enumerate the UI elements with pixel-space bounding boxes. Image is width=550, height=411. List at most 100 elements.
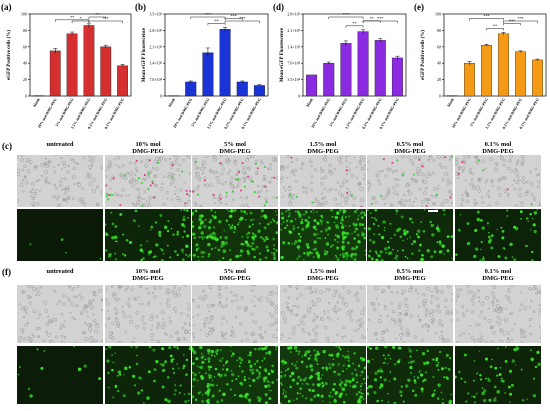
cell (407, 155, 412, 159)
cell (492, 308, 497, 312)
cell (110, 285, 114, 288)
cell (87, 164, 92, 169)
fluorescent-cell (255, 369, 259, 372)
fluorescent-cell (270, 251, 273, 254)
cell (424, 186, 428, 190)
cell (347, 168, 351, 173)
cell (221, 323, 224, 326)
cell (68, 286, 72, 289)
overlay-dot (186, 193, 189, 196)
fluorescent-cell (397, 346, 401, 350)
overlay-dot (412, 173, 415, 176)
fluorescent-cell (119, 373, 122, 376)
fluorescent-cell (498, 372, 502, 377)
cell (322, 169, 325, 172)
cell (115, 323, 120, 329)
cell (225, 202, 228, 206)
cell (505, 307, 507, 310)
cell (441, 324, 444, 327)
overlay-dot (204, 179, 206, 182)
fluorescent-cell (400, 215, 404, 219)
fluorescent-cell (291, 363, 294, 365)
cell (455, 285, 457, 287)
cell (288, 185, 291, 188)
cell (510, 311, 514, 315)
fluorescent-cell (345, 393, 348, 396)
fluorescent-cell (339, 379, 342, 381)
cell (276, 336, 278, 339)
brightfield-image (17, 155, 103, 207)
cell (221, 167, 225, 171)
cell (358, 160, 362, 164)
cell (139, 302, 142, 305)
cell (528, 306, 532, 309)
cell (344, 302, 349, 307)
fluorescent-cell (228, 258, 232, 261)
fluorescent-cell (246, 249, 250, 253)
cell (385, 167, 390, 172)
fluorescent-cell (328, 366, 332, 370)
fluorescent-cell (403, 229, 407, 233)
cell (310, 164, 313, 168)
fluorescent-cell (258, 371, 261, 374)
cell (275, 291, 278, 295)
fluorescent-cell (192, 371, 195, 374)
significance-bracket (88, 16, 106, 19)
fluorescent-cell (379, 376, 382, 379)
cell (288, 201, 293, 206)
cell (310, 339, 314, 343)
cell (504, 294, 508, 298)
fluorescent-cell (376, 399, 379, 403)
cell (174, 331, 179, 335)
cell (325, 336, 329, 341)
cell (113, 158, 116, 161)
fluorescent-cell (526, 398, 528, 400)
cell (210, 303, 215, 308)
cell (227, 158, 230, 160)
fluorescent-cell (176, 233, 179, 236)
fluorescent-cell (403, 231, 407, 236)
bar (253, 85, 265, 97)
cell (338, 203, 341, 206)
cell (118, 285, 123, 289)
cell (149, 317, 154, 322)
fluorescent-cell (302, 213, 306, 216)
cell (216, 340, 219, 343)
fluorescent-cell (342, 211, 346, 214)
fluorescent-cell (360, 382, 363, 385)
cell (490, 326, 493, 330)
cell (398, 322, 403, 327)
fluorescent-cell (460, 377, 463, 380)
cell (404, 303, 407, 306)
fluorescent-cell (314, 373, 317, 376)
cell (410, 286, 414, 290)
cell (141, 319, 144, 322)
cell (514, 170, 519, 175)
cell (431, 171, 435, 175)
fluorescent-cell (221, 357, 224, 359)
cell (89, 301, 92, 304)
fluorescent-cell (207, 365, 211, 369)
fluorescent-cell (316, 360, 318, 362)
fluorescent-cell (194, 209, 198, 213)
fluorescent-cell (496, 347, 499, 350)
cell (225, 158, 230, 163)
cell (411, 177, 415, 182)
fluorescent-cell (447, 367, 451, 371)
fluorescent-cell (495, 374, 499, 377)
cell (148, 301, 151, 304)
fluorescent-cell (198, 371, 201, 374)
fluorescent-cell (438, 240, 442, 244)
cell (401, 170, 405, 175)
cell (523, 305, 528, 310)
cell (67, 285, 72, 288)
cell (359, 163, 362, 166)
cell (515, 180, 520, 185)
fluorescent-cell (443, 376, 446, 379)
fluorescent-cell (299, 387, 303, 391)
cell (291, 196, 295, 201)
fluorescent-cell (362, 398, 365, 400)
fluorescent-cell (316, 383, 321, 387)
fluorescent-cell (399, 390, 403, 394)
fluorescence-image (455, 346, 541, 404)
